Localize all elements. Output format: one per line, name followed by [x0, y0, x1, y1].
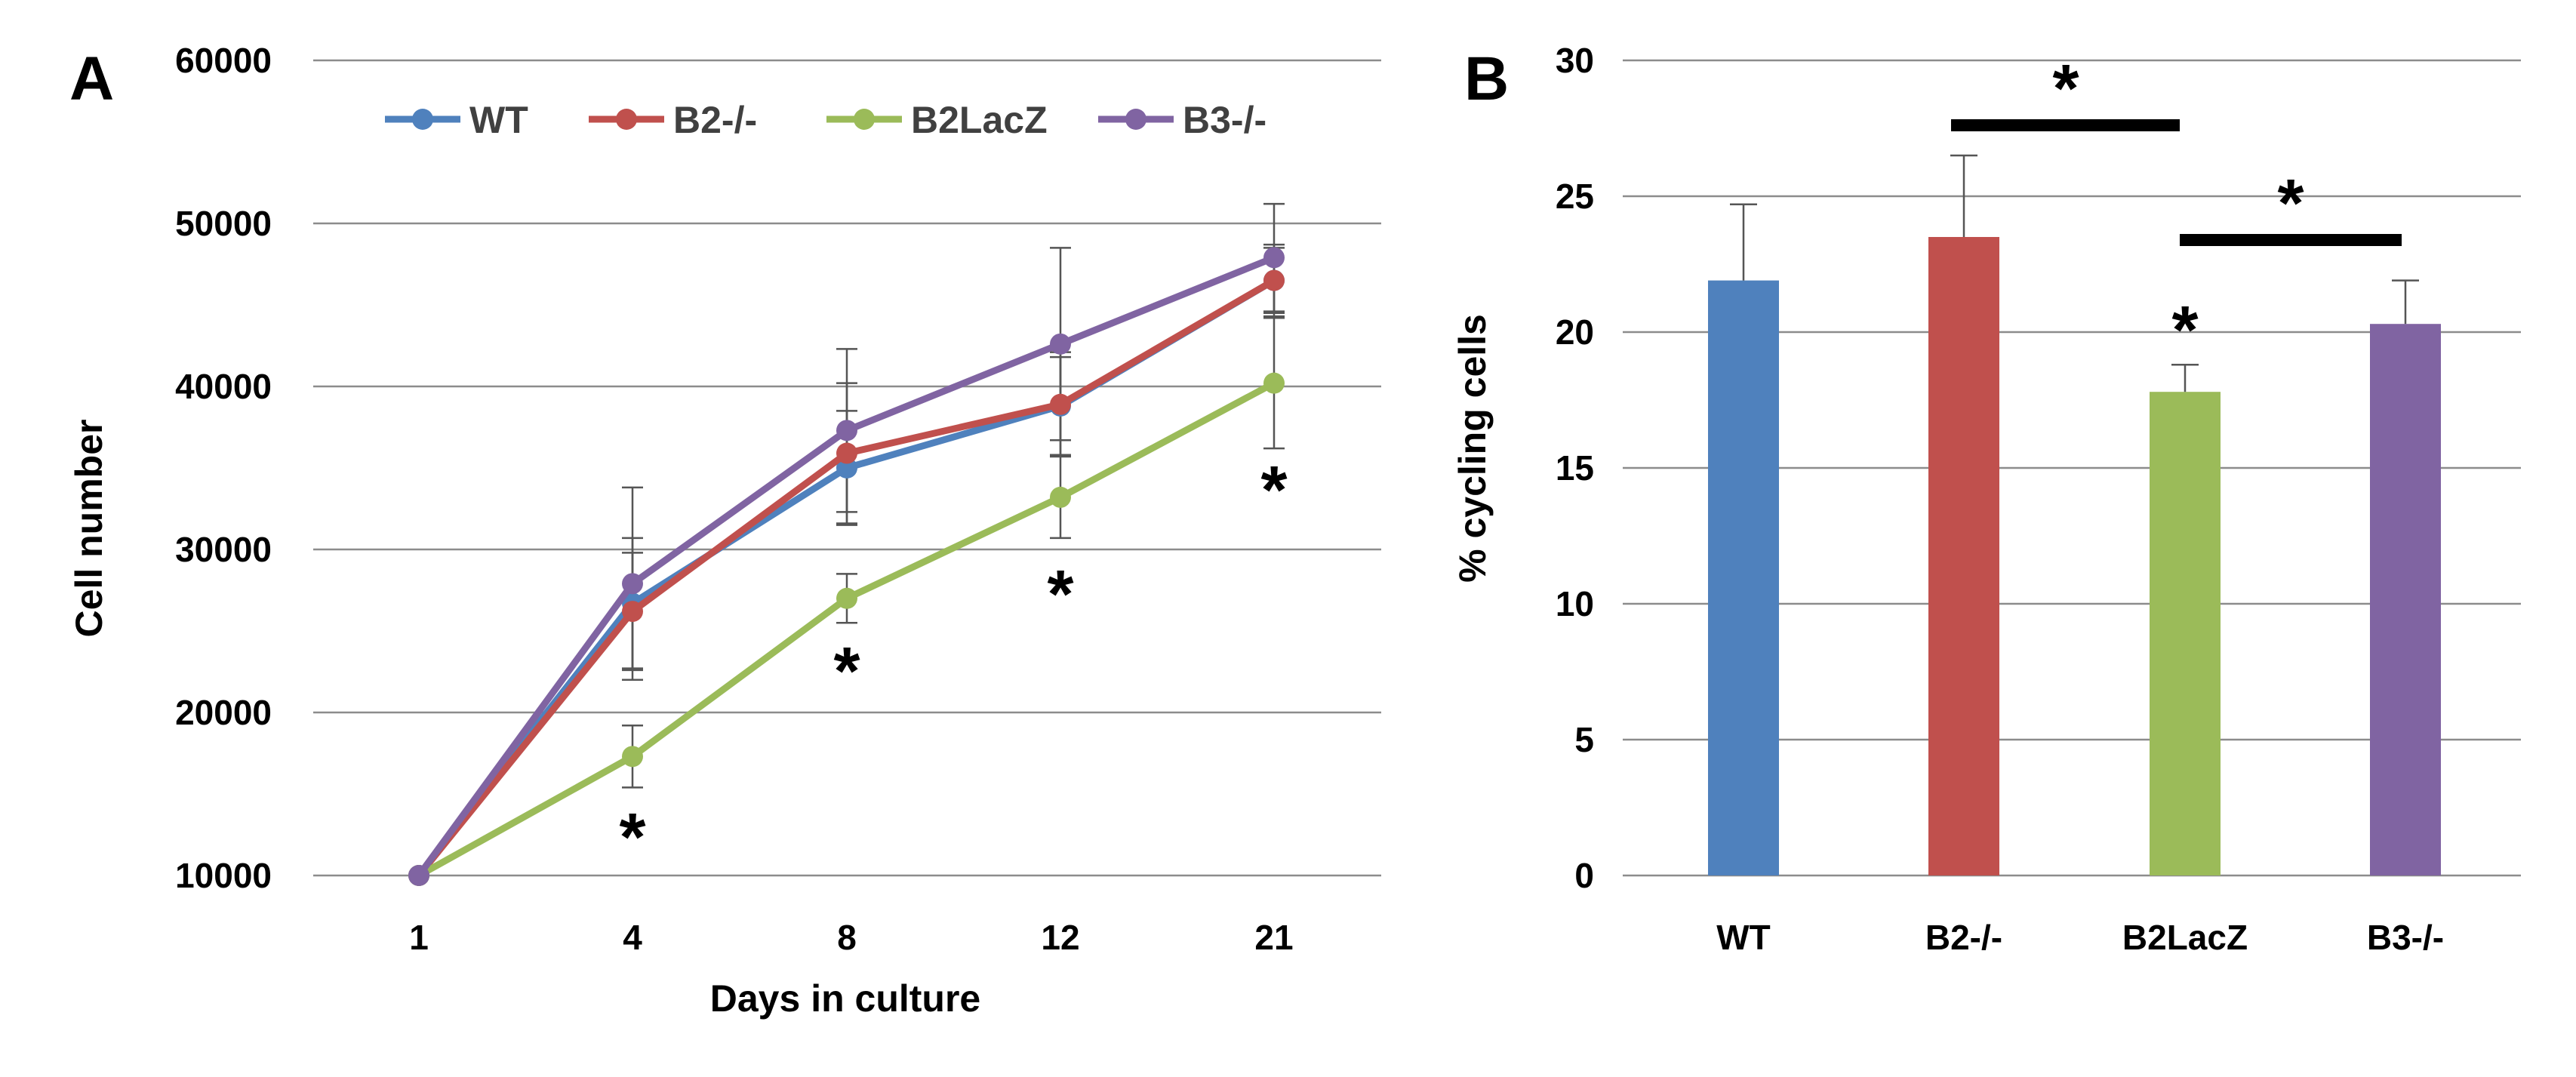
a-legend-item-B2LacZ: B2LacZ [826, 99, 1048, 141]
a-data-point [836, 587, 857, 609]
a-significance-star: * [1260, 453, 1287, 528]
panel-a-significance-marks: * * * * [619, 453, 1287, 875]
a-y-tick-label: 40000 [175, 367, 272, 406]
a-data-point [836, 420, 857, 442]
a-legend-item-B2-/-: B2-/- [589, 99, 757, 141]
a-legend-label: B2LacZ [911, 99, 1048, 141]
b-x-tick-label: B2LacZ [2122, 918, 2248, 957]
b-x-tick-label: WT [1716, 918, 1771, 957]
b-y-tick-label: 5 [1574, 720, 1594, 759]
a-y-tick-label: 50000 [175, 204, 272, 243]
b-significance-star: * [2277, 166, 2304, 242]
a-x-tick-label: 1 [409, 918, 429, 957]
a-data-point [1050, 393, 1071, 415]
a-data-point [1263, 247, 1285, 269]
panel-b-bar-chart: B 0 5 10 15 20 25 30 WT B2-/- B2LacZ B3-/- * * * % … [1451, 41, 2521, 957]
a-x-tick-label: 21 [1254, 918, 1293, 957]
a-x-tick-label: 4 [623, 918, 642, 957]
b-bar-B3-/- [2370, 324, 2441, 875]
panel-b-y-axis-title: % cycling cells [1451, 314, 1494, 583]
a-y-tick-label: 10000 [175, 856, 272, 895]
a-data-point [836, 442, 857, 464]
panel-a-y-axis-title: Cell number [68, 420, 110, 638]
a-data-point [622, 746, 643, 768]
b-y-tick-label: 0 [1574, 856, 1594, 895]
panel-a-line-chart: A 10000 20000 30000 40000 50000 60000 1 4 8 12 21… [68, 41, 1381, 1020]
b-error-bar [2392, 279, 2419, 325]
a-legend-item-WT: WT [385, 99, 528, 141]
b-y-tick-label: 10 [1556, 584, 1594, 623]
a-legend-label: WT [469, 99, 528, 141]
a-significance-star: * [619, 800, 645, 875]
a-data-point [1050, 333, 1071, 355]
b-y-tick-label: 30 [1556, 41, 1594, 80]
a-legend-swatch-marker [616, 109, 637, 130]
b-error-bar [1730, 203, 1757, 281]
a-y-tick-label: 20000 [175, 693, 272, 732]
b-x-tick-label: B2-/- [1925, 918, 2002, 957]
b-error-bar [2171, 363, 2199, 392]
panel-a-series [408, 247, 1285, 886]
panel-b-significance-marks: * * * [1951, 51, 2402, 368]
a-data-point [622, 573, 643, 595]
a-legend-item-B3-/-: B3-/- [1098, 99, 1266, 141]
a-data-point [1263, 372, 1285, 394]
panel-a-letter: A [69, 45, 114, 113]
a-y-tick-label: 30000 [175, 530, 272, 569]
b-bar-B2LacZ [2150, 392, 2221, 875]
b-significance-star: * [2171, 293, 2198, 368]
a-legend-label: B3-/- [1183, 99, 1266, 141]
panel-b-error-bars [1730, 154, 2419, 392]
panel-a-legend: WT B2-/- B2LacZ B3-/- [385, 99, 1266, 141]
b-y-tick-label: 25 [1556, 177, 1594, 216]
b-bar-B2-/- [1928, 237, 1999, 875]
b-bar-WT [1708, 280, 1779, 876]
a-legend-swatch-marker [854, 109, 875, 130]
a-legend-swatch-marker [1125, 109, 1146, 130]
a-significance-star: * [833, 634, 860, 709]
b-significance-star: * [2052, 51, 2079, 127]
panel-a-gridlines [313, 59, 1381, 877]
b-y-tick-label: 15 [1556, 448, 1594, 488]
a-y-tick-label: 60000 [175, 41, 272, 80]
a-significance-star: * [1047, 557, 1073, 632]
a-x-tick-label: 12 [1041, 918, 1079, 957]
a-data-point [836, 457, 857, 478]
b-x-tick-label: B3-/- [2367, 918, 2444, 957]
a-series-B3-/- [408, 247, 1285, 886]
panel-a-y-tick-labels: 10000 20000 30000 40000 50000 60000 [175, 41, 272, 895]
a-legend-swatch-marker [412, 109, 433, 130]
a-legend-label: B2-/- [673, 99, 757, 141]
a-data-point [408, 865, 429, 886]
a-x-tick-label: 8 [837, 918, 857, 957]
a-data-point [1050, 486, 1071, 508]
a-data-point [622, 601, 643, 623]
panel-a-x-axis-title: Days in culture [710, 977, 980, 1020]
panel-b-x-tick-labels: WT B2-/- B2LacZ B3-/- [1716, 918, 2444, 957]
panel-b-letter: B [1464, 45, 1509, 113]
a-data-point [1263, 269, 1285, 291]
panel-a-x-tick-labels: 1 4 8 12 21 [409, 918, 1293, 957]
b-y-tick-label: 20 [1556, 312, 1594, 352]
panel-b-y-tick-labels: 0 5 10 15 20 25 30 [1556, 41, 1594, 895]
panel-b-bars [1708, 237, 2441, 876]
b-error-bar [1950, 154, 1977, 237]
